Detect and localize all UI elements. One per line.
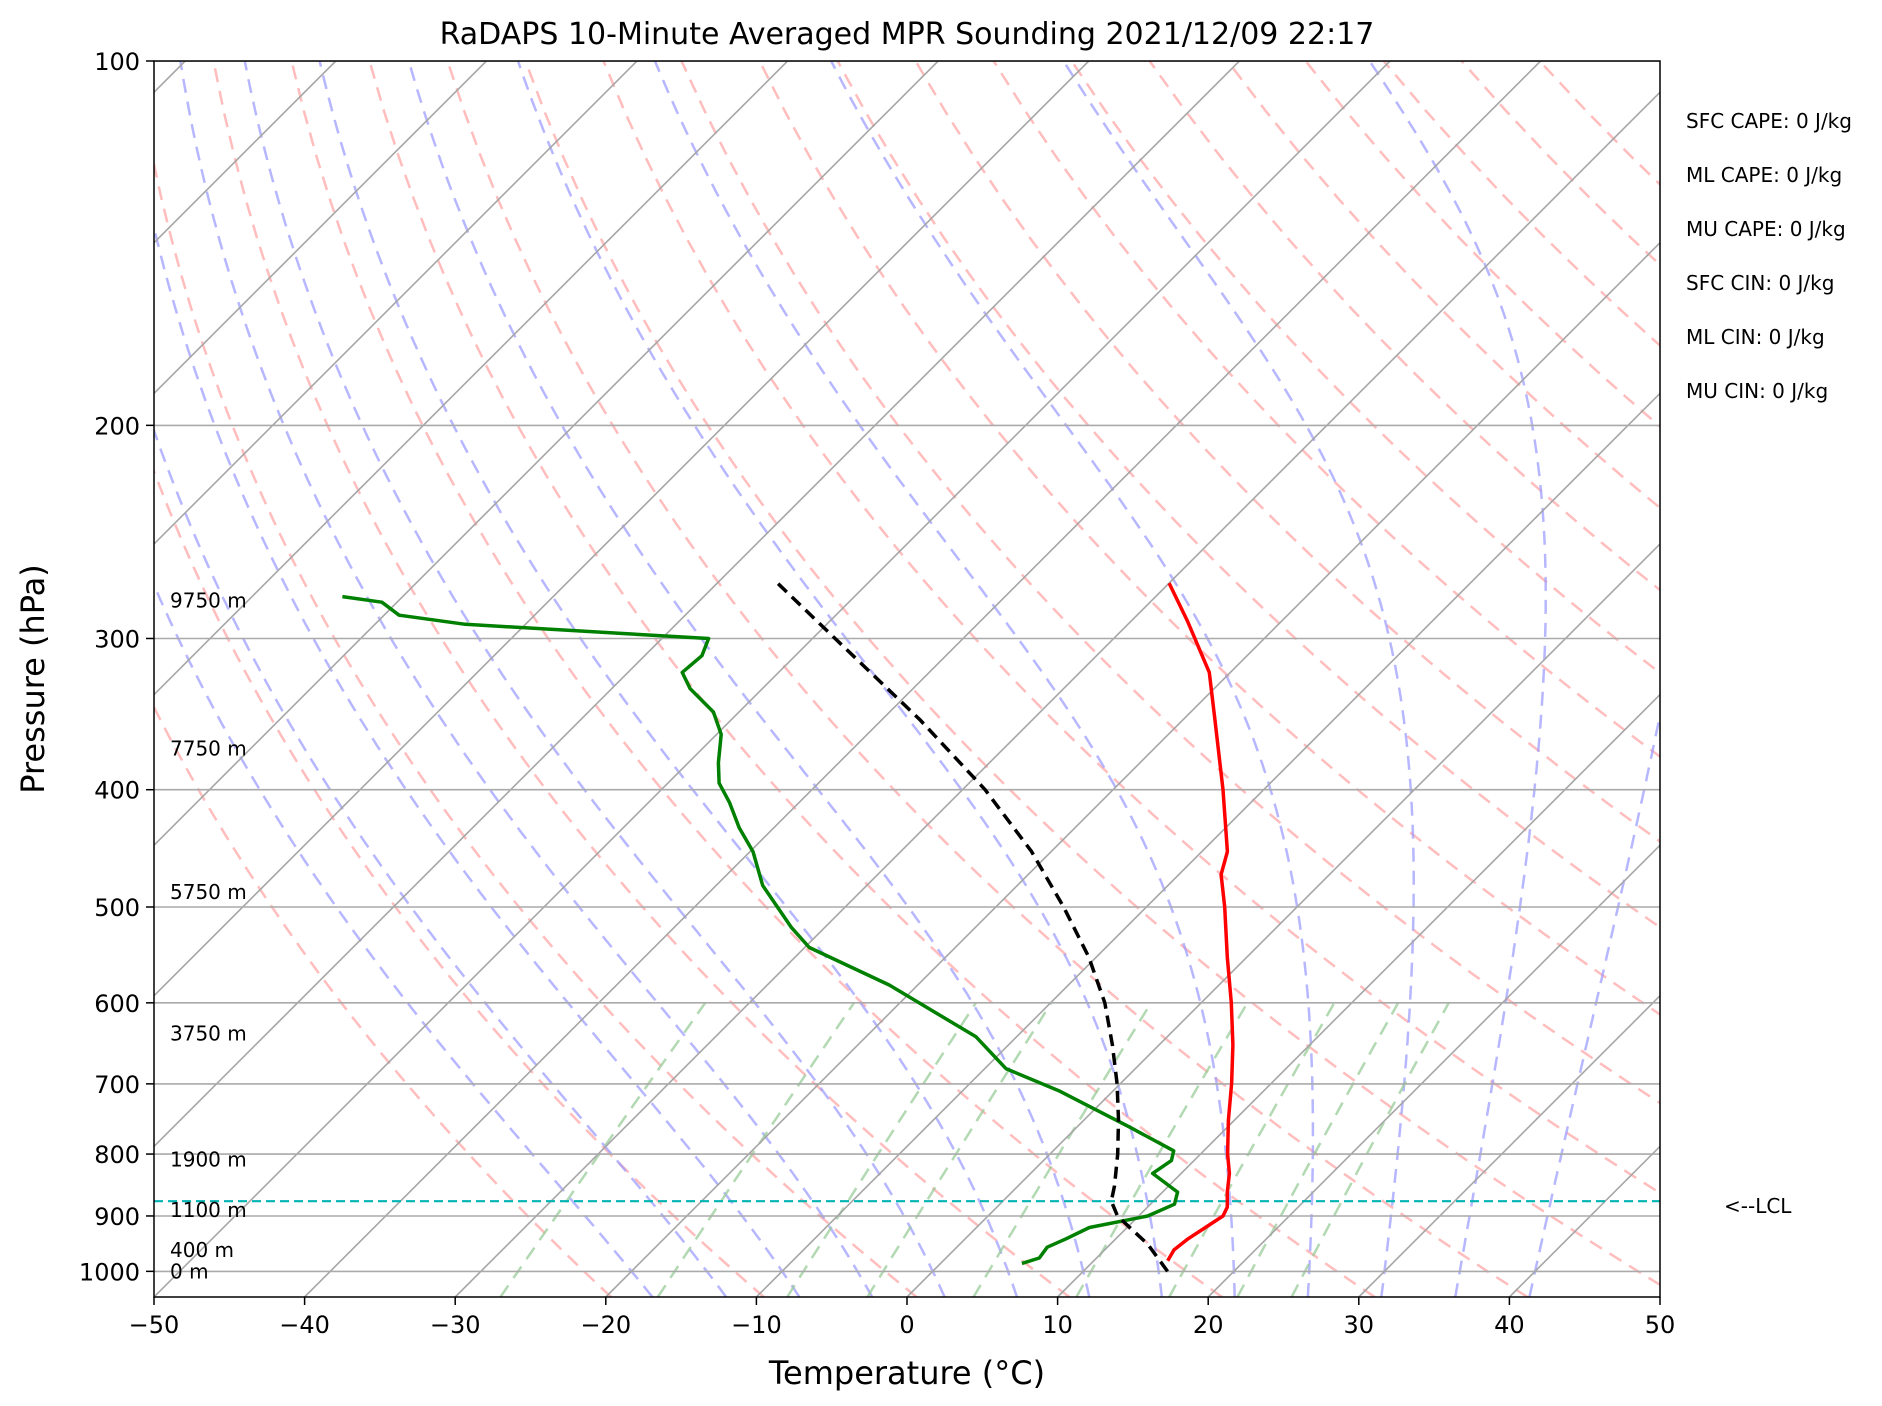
x-tick-label: 30 (1344, 1311, 1375, 1339)
dry-adiabat-line (212, 61, 1071, 1297)
height-label: 3750 m (170, 1022, 247, 1046)
y-tick-label: 300 (94, 625, 140, 653)
mixing-ratio-line (1290, 1002, 1450, 1297)
moist-adiabat-line (1062, 61, 1415, 1297)
y-tick-label: 400 (94, 777, 140, 805)
x-tick-label: −20 (580, 1311, 631, 1339)
isotherm-line (154, 61, 487, 395)
isotherm-line (154, 61, 1240, 1148)
moist-adiabat-line (318, 61, 1019, 1297)
moist-adiabat-line (154, 426, 728, 1297)
stability-index-text: ML CAPE: 0 J/kg (1686, 163, 1842, 187)
stability-index-text: MU CAPE: 0 J/kg (1686, 217, 1846, 241)
isotherm-line (154, 61, 789, 696)
series-layer (342, 581, 1235, 1273)
height-label: 1100 m (170, 1198, 247, 1222)
parcel-profile-line (776, 581, 1170, 1273)
mixing-ratio-line (499, 1002, 707, 1297)
background-lines (154, 61, 1660, 1297)
height-label: 5750 m (170, 880, 247, 904)
height-label: 400 m (170, 1238, 234, 1262)
moist-adiabat-line (1368, 61, 1547, 1297)
dry-adiabat-line (154, 158, 918, 1297)
y-tick-label: 500 (94, 894, 140, 922)
y-tick-label: 200 (94, 412, 140, 440)
isotherm-line (1358, 994, 1660, 1297)
isotherm-line (154, 61, 1391, 1297)
isotherm-line (755, 392, 1660, 1297)
mixing-ratio-line (786, 1002, 977, 1297)
mixing-ratio-line (656, 1002, 856, 1297)
mixing-ratio-line (1236, 1002, 1400, 1297)
indices-panel: SFC CAPE: 0 J/kg ML CAPE: 0 J/kg MU CAPE: … (1686, 109, 1852, 403)
stability-index-text: MU CIN: 0 J/kg (1686, 379, 1828, 403)
moist-adiabat-line (243, 61, 946, 1297)
dry-adiabat-line (602, 61, 1660, 1195)
x-tick-label: 50 (1645, 1311, 1676, 1339)
dry-adiabat-line (154, 467, 765, 1297)
dry-adiabat-line (368, 61, 1376, 1297)
moist-adiabat-line (154, 222, 801, 1297)
dry-adiabat-line (758, 61, 1660, 1016)
height-label: 0 m (170, 1259, 209, 1283)
y-tick-label: 900 (94, 1203, 140, 1231)
temperature-profile-line (1166, 582, 1235, 1262)
dry-adiabat-line (154, 704, 613, 1297)
y-tick-label: 600 (94, 990, 140, 1018)
x-tick-label: 40 (1494, 1311, 1525, 1339)
moist-adiabat-line (830, 61, 1315, 1297)
mixing-ratio-line (1075, 1002, 1249, 1297)
x-tick-label: 10 (1042, 1311, 1073, 1339)
mixing-ratio-line (972, 1002, 1153, 1297)
moist-adiabat-line (653, 61, 1236, 1297)
isotherm-line (1057, 693, 1660, 1297)
lcl-label: <--LCL (1724, 1194, 1792, 1218)
y-axis: 1000 900 800 700 600 500 400 300 200 100 (79, 48, 154, 1286)
x-tick-label: −30 (430, 1311, 481, 1339)
dry-adiabat-line (836, 61, 1660, 929)
x-tick-label: −10 (731, 1311, 782, 1339)
dry-adiabat-line (290, 61, 1223, 1297)
isotherm-line (605, 241, 1660, 1297)
mixing-ratio-line (866, 1002, 1053, 1297)
stability-index-text: SFC CAPE: 0 J/kg (1686, 109, 1852, 133)
stability-index-text: SFC CIN: 0 J/kg (1686, 271, 1834, 295)
height-label: 9750 m (170, 588, 247, 612)
x-tick-label: 0 (899, 1311, 914, 1339)
isotherm-line (154, 61, 939, 847)
dewpoint-profile-line (342, 594, 1180, 1266)
chart-title: RaDAPS 10-Minute Averaged MPR Sounding 2… (440, 17, 1375, 52)
dry-adiabat-line (1070, 61, 1660, 675)
dry-adiabat-line (680, 61, 1660, 1105)
y-tick-label: 700 (94, 1071, 140, 1099)
moist-adiabat-line (1528, 709, 1660, 1297)
x-tick-label: −40 (279, 1311, 330, 1339)
grid-lines (154, 61, 1660, 1297)
moist-adiabat-line (179, 61, 874, 1297)
y-tick-label: 800 (94, 1141, 140, 1169)
isotherm-line (1207, 844, 1660, 1297)
mixing-ratio-line (1168, 1002, 1336, 1297)
x-axis-label: Temperature (°C) (768, 1354, 1045, 1392)
dry-adiabat-line (1148, 61, 1660, 592)
x-axis: −50 −40 −30 −20 −10 0 10 20 30 40 50 (129, 1297, 1676, 1339)
y-axis-label: Pressure (hPa) (14, 564, 52, 794)
x-tick-label: −50 (129, 1311, 180, 1339)
height-label: 7750 m (170, 737, 247, 761)
stability-index-text: ML CIN: 0 J/kg (1686, 325, 1825, 349)
isotherm-line (304, 61, 1542, 1297)
lcl-layer: <--LCL (154, 1194, 1792, 1218)
isotherm-line (154, 61, 1090, 997)
moist-adiabat-line (516, 61, 1164, 1297)
isotherm-line (906, 542, 1660, 1297)
y-tick-label: 100 (94, 48, 140, 76)
y-tick-label: 1000 (79, 1258, 140, 1286)
isotherm-line (154, 61, 638, 546)
isotherm-line (454, 91, 1660, 1297)
height-label: 1900 m (170, 1147, 247, 1171)
x-tick-label: 20 (1193, 1311, 1224, 1339)
